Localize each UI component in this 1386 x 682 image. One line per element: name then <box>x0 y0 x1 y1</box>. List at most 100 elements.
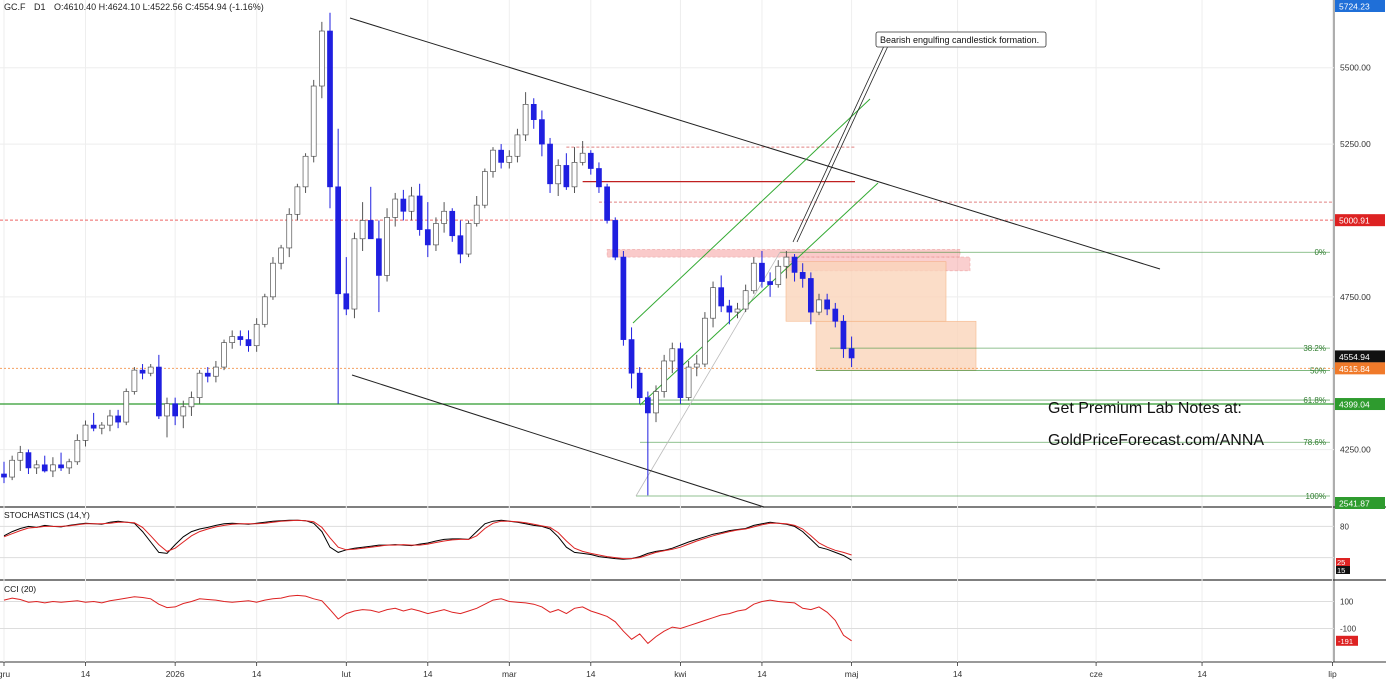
grid <box>0 0 1386 663</box>
candle-body <box>115 415 121 423</box>
stoch-badge <box>1336 558 1350 566</box>
candle <box>791 254 798 282</box>
price-badge-label: 2541.87 <box>1339 499 1370 509</box>
candle <box>449 208 456 242</box>
candle-body <box>139 369 146 374</box>
stochastics-title: STOCHASTICS (14,Y) <box>4 510 90 520</box>
candle-body <box>604 186 610 221</box>
candle <box>661 354 668 398</box>
candle-body <box>335 186 341 295</box>
candle-body <box>367 220 374 240</box>
candle <box>147 364 154 377</box>
candle-body <box>807 278 814 313</box>
stoch-k-line <box>3 519 852 561</box>
ohlc-readout: O:4610.40 H:4624.10 L:4522.56 C:4554.94 … <box>54 2 264 12</box>
candle-body <box>816 299 822 313</box>
cci-tick-label: -100 <box>1340 625 1357 634</box>
candle-body <box>702 317 708 365</box>
candle-body <box>677 348 684 398</box>
candle-body <box>579 152 586 163</box>
time-tick-label: 2026 <box>166 669 185 679</box>
candle <box>261 293 268 328</box>
candle-body <box>9 459 15 478</box>
candle <box>245 330 252 352</box>
candle-body <box>620 256 627 340</box>
candle <box>612 217 619 261</box>
candle <box>41 455 48 473</box>
stoch-d-line <box>3 519 852 560</box>
candle <box>58 452 64 471</box>
candle-body <box>669 348 676 362</box>
fib-level-label: 100% <box>1306 492 1326 501</box>
chart-header: GC.F D1 O:4610.40 H:4624.10 L:4522.56 C:… <box>4 2 264 12</box>
candle <box>620 250 627 346</box>
time-tick-label: 14 <box>1197 669 1207 679</box>
price-badge-label: 4515.84 <box>1339 364 1370 374</box>
candle <box>310 79 317 163</box>
candlestick-series <box>1 12 855 496</box>
candle-body <box>98 424 105 429</box>
time-tick-label: 14 <box>757 669 767 679</box>
candle-body <box>1 473 7 478</box>
candle-body <box>204 372 211 377</box>
price-tick-label: 5500.00 <box>1340 63 1371 73</box>
candle <box>237 330 244 346</box>
time-tick-label: maj <box>845 669 859 679</box>
candle-body <box>164 403 170 417</box>
candle-body <box>685 366 692 398</box>
time-tick-label: 14 <box>423 669 433 679</box>
candle <box>376 220 382 313</box>
candle <box>139 364 146 380</box>
candle-body <box>147 366 154 374</box>
candle <box>131 367 138 395</box>
candle <box>514 128 521 163</box>
candle-body <box>547 143 553 185</box>
candle <box>82 420 89 447</box>
candle <box>253 318 260 352</box>
candle-body <box>376 238 382 276</box>
price-badge-label: 4554.94 <box>1339 352 1370 362</box>
candle-body <box>571 162 578 188</box>
candle-body <box>433 223 439 246</box>
candle <box>604 183 610 224</box>
candle <box>294 183 301 221</box>
callout-annotation: Bearish engulfing candlestick formation. <box>875 31 1047 48</box>
descending-trendline-lower <box>351 374 765 508</box>
candle <box>587 150 594 175</box>
candle-body <box>767 281 773 285</box>
candle <box>734 302 741 319</box>
candle-body <box>327 30 333 188</box>
candle <box>319 21 325 99</box>
candle-body <box>180 406 187 417</box>
candle <box>530 98 537 129</box>
candle-body <box>441 210 447 224</box>
orange-zone-lower <box>815 320 977 371</box>
candle-body <box>596 168 602 188</box>
candle-body <box>539 119 545 145</box>
candle <box>848 336 855 368</box>
candle-body <box>41 464 48 472</box>
candle <box>498 144 504 169</box>
candle-body <box>750 262 757 292</box>
candle-body <box>156 366 162 417</box>
price-badge-label: 4399.04 <box>1339 400 1370 410</box>
price-badge-label: 5724.23 <box>1339 2 1370 12</box>
candle <box>343 257 350 316</box>
time-tick-label: lut <box>342 669 352 679</box>
price-tick-label: 4250.00 <box>1340 445 1371 455</box>
cci-badge <box>1336 635 1358 646</box>
candle <box>180 400 187 429</box>
candle <box>742 284 749 313</box>
candle <box>17 445 24 471</box>
candle <box>636 367 643 404</box>
candle <box>490 147 496 178</box>
callout-pointer-2 <box>796 45 889 243</box>
candle-body <box>742 290 749 310</box>
candle-body <box>416 195 423 230</box>
candle-body <box>33 464 40 469</box>
candle-body <box>294 186 301 215</box>
stoch-badge <box>1336 566 1350 574</box>
candle-body <box>718 287 725 307</box>
candle-body <box>270 262 276 298</box>
